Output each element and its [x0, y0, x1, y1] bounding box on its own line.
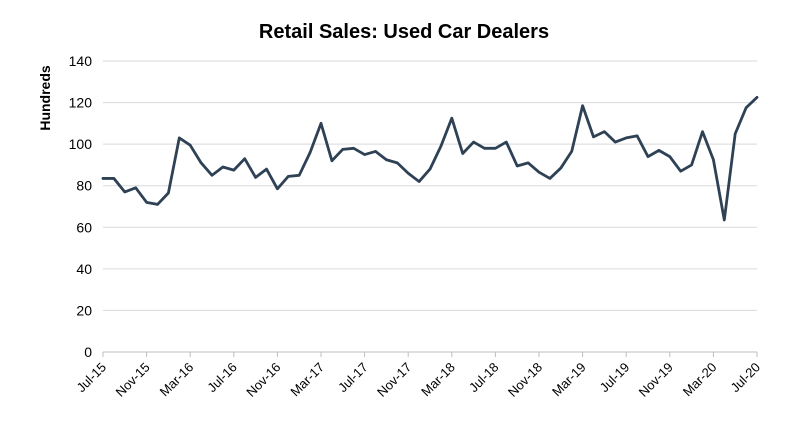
- data-point: [352, 147, 355, 150]
- data-point: [145, 201, 148, 204]
- data-point: [537, 171, 541, 174]
- data-point: [505, 140, 508, 144]
- data-point: [101, 177, 105, 180]
- data-point: [472, 140, 475, 144]
- data-point: [516, 164, 519, 168]
- y-tick-label: 100: [69, 136, 93, 152]
- x-tick-label: Jul-15: [73, 360, 109, 396]
- y-tick-label: 80: [76, 178, 92, 194]
- data-point: [254, 176, 257, 179]
- data-point: [134, 186, 137, 189]
- x-tick-label: Jul-20: [727, 360, 763, 396]
- data-point: [287, 175, 290, 178]
- x-tick-label: Nov-17: [374, 360, 414, 400]
- x-tick-label: Nov-18: [505, 360, 545, 400]
- data-point: [581, 104, 584, 107]
- data-point: [701, 130, 704, 133]
- x-tick-label: Mar-20: [680, 360, 720, 400]
- data-point: [494, 147, 497, 150]
- series-layer: [101, 95, 759, 222]
- data-point: [439, 145, 443, 148]
- data-point: [112, 177, 116, 180]
- y-axis-label: Hundreds: [37, 65, 53, 131]
- gridlines: [103, 60, 757, 311]
- data-point: [276, 187, 279, 191]
- data-point: [526, 161, 530, 165]
- data-point: [243, 157, 246, 160]
- x-tick-label: Nov-15: [112, 360, 152, 400]
- data-point: [308, 151, 312, 154]
- data-point: [657, 149, 661, 152]
- data-point: [330, 159, 334, 162]
- data-point: [723, 218, 726, 222]
- data-point: [123, 190, 127, 194]
- data-point: [199, 161, 203, 165]
- data-point: [559, 166, 562, 170]
- data-point: [461, 152, 464, 155]
- data-point: [635, 134, 639, 138]
- data-point: [298, 174, 301, 177]
- data-point: [755, 96, 759, 99]
- data-point: [385, 158, 388, 161]
- y-tick-label: 120: [69, 95, 93, 111]
- axes: [102, 351, 758, 357]
- data-point: [210, 174, 214, 177]
- data-point: [189, 143, 192, 147]
- data-point: [156, 203, 159, 206]
- y-tick-label: 40: [76, 261, 92, 277]
- data-point: [374, 150, 377, 153]
- data-point: [341, 148, 344, 151]
- data-point: [450, 116, 453, 120]
- data-point: [734, 132, 737, 135]
- data-point: [407, 172, 410, 175]
- x-tick-label: Jul-18: [466, 360, 502, 396]
- data-point: [690, 163, 693, 167]
- x-tick-labels: Jul-15 Nov-15 Mar-16 Jul-16 Nov-16 Mar-17 Jul-…: [73, 360, 763, 400]
- data-point: [679, 169, 682, 173]
- data-point: [744, 106, 748, 109]
- data-point: [614, 140, 617, 144]
- data-point: [232, 168, 235, 172]
- data-point: [668, 155, 671, 158]
- y-tick-label: 0: [84, 344, 92, 360]
- data-point: [363, 153, 366, 156]
- data-point: [592, 135, 595, 139]
- x-tick-label: Mar-19: [549, 360, 589, 400]
- x-tick-label: Mar-16: [157, 360, 197, 400]
- data-point: [417, 180, 421, 183]
- x-tick-label: Nov-16: [243, 360, 283, 400]
- x-tick-label: Jul-16: [204, 360, 240, 396]
- data-point: [548, 177, 552, 180]
- series-line: [101, 95, 759, 222]
- x-tick-label: Mar-18: [418, 360, 458, 400]
- data-point: [625, 136, 628, 140]
- y-tick-label: 20: [76, 302, 92, 318]
- data-point: [167, 191, 170, 195]
- x-tick-label: Nov-19: [636, 360, 676, 400]
- data-point: [265, 167, 268, 171]
- x-tick-label: Mar-17: [287, 360, 327, 400]
- y-tick-label: 60: [76, 219, 92, 235]
- data-point: [483, 147, 486, 150]
- x-tick-label: Jul-19: [597, 360, 633, 396]
- data-point: [428, 167, 432, 171]
- data-point: [221, 165, 225, 169]
- data-point: [396, 161, 399, 165]
- data-point: [570, 150, 573, 153]
- x-tick-label: Jul-17: [335, 360, 371, 396]
- data-point: [712, 158, 715, 161]
- data-point: [178, 136, 181, 140]
- y-tick-labels: 0 20 40 60 80 100 120 140: [69, 53, 93, 360]
- chart-title: Retail Sales: Used Car Dealers: [259, 21, 549, 43]
- data-point: [646, 155, 650, 158]
- data-point: [603, 130, 606, 133]
- y-tick-label: 140: [69, 53, 93, 69]
- data-point: [319, 122, 323, 125]
